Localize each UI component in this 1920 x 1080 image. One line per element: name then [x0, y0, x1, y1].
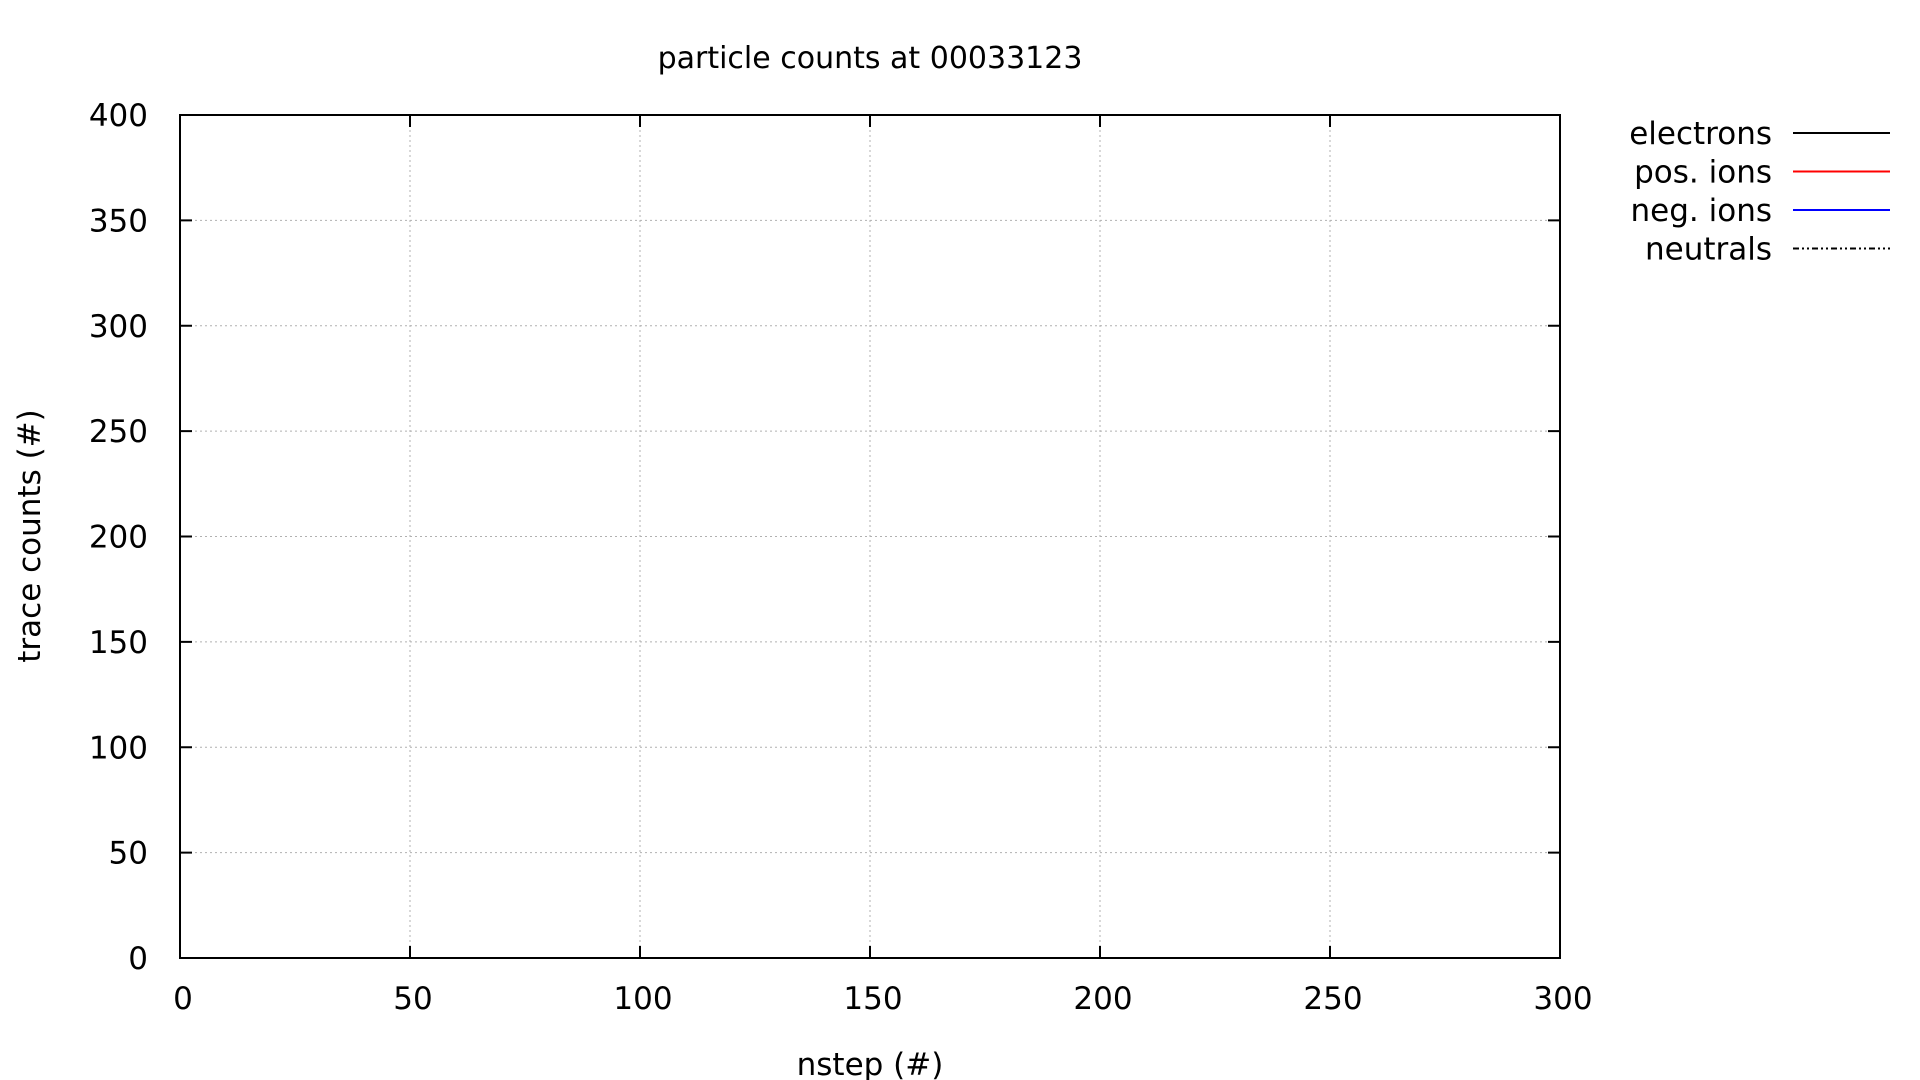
legend-label: pos. ions	[1634, 155, 1772, 191]
y-tick-label: 200	[89, 520, 148, 556]
y-tick-label: 150	[89, 625, 148, 661]
y-tick-label: 400	[89, 98, 148, 134]
x-tick-label: 50	[393, 981, 432, 1017]
x-tick-label: 250	[1303, 981, 1362, 1017]
y-tick-label: 50	[109, 836, 148, 872]
x-tick-label: 150	[843, 981, 902, 1017]
chart-title: particle counts at 00033123	[658, 41, 1083, 76]
x-tick-label: 200	[1073, 981, 1132, 1017]
y-tick-label: 300	[89, 309, 148, 345]
y-tick-label: 100	[89, 730, 148, 766]
x-tick-label: 300	[1533, 981, 1592, 1017]
legend-label: neutrals	[1645, 232, 1772, 268]
x-axis-title: nstep (#)	[797, 1047, 944, 1080]
x-tick-label: 100	[613, 981, 672, 1017]
legend-label: electrons	[1629, 116, 1772, 152]
ticks-layer: 0 50 100 150 200 250 300 0 50 100 150 200 250 300 350 4…	[89, 98, 1593, 1017]
x-tick-label: 0	[173, 981, 193, 1017]
y-axis-title: trace counts (#)	[12, 409, 48, 663]
legend-label: neg. ions	[1631, 193, 1772, 229]
y-tick-label: 0	[128, 941, 148, 977]
y-tick-label: 250	[89, 414, 148, 450]
y-tick-label: 350	[89, 203, 148, 239]
grid-layer	[180, 115, 1560, 958]
